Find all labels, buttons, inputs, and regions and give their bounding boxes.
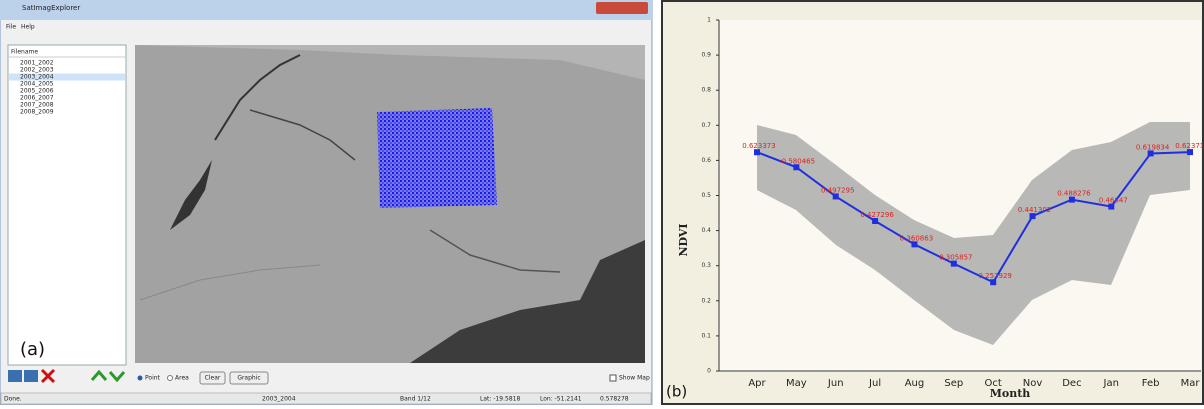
data-label: 0.305857 <box>939 254 972 262</box>
button[interactable] <box>229 371 269 385</box>
data-label: 0.580465 <box>782 157 815 165</box>
x-tick-label: Apr <box>748 378 766 389</box>
data-point <box>911 241 918 248</box>
x-tick-label: Aug <box>905 378 925 389</box>
data-label: 0.488276 <box>1057 190 1091 198</box>
data-label: 0.427296 <box>860 211 894 219</box>
y-tick-label: 0.7 <box>701 122 711 129</box>
file-item[interactable]: 2006_2007 <box>20 95 54 102</box>
data-point <box>754 149 760 156</box>
selected-area <box>377 108 497 208</box>
file-item[interactable]: 2002_2003 <box>20 67 54 74</box>
checkbox[interactable] <box>609 374 617 382</box>
y-tick-label: 0.2 <box>701 297 711 304</box>
radio[interactable] <box>137 375 143 381</box>
x-tick-label: Jul <box>868 378 881 389</box>
y-axis-label: NDVI <box>677 223 690 256</box>
data-point <box>990 279 997 286</box>
data-label: 0.619834 <box>1136 143 1170 151</box>
status-bar <box>0 392 652 405</box>
button[interactable] <box>40 368 56 384</box>
data-point <box>1068 196 1075 203</box>
x-tick-label: Feb <box>1142 378 1160 389</box>
data-point <box>1029 213 1036 220</box>
data-label: 0.623719 <box>1175 142 1204 150</box>
button[interactable] <box>199 371 226 385</box>
y-tick-label: 0.3 <box>701 262 711 269</box>
menu-item[interactable]: File <box>6 24 16 31</box>
status-text: Lat: -19.5818 <box>480 396 520 403</box>
y-tick-label: 0.8 <box>701 87 711 94</box>
x-tick-label: May <box>786 378 807 389</box>
y-tick-label: 0.9 <box>701 52 711 59</box>
title-bar <box>0 0 652 20</box>
x-tick-label: Mar <box>1181 378 1201 389</box>
status-text: 2003_2004 <box>262 396 296 403</box>
x-tick-label: Jun <box>827 378 844 389</box>
file-item[interactable]: 2008_2009 <box>20 109 54 116</box>
button-label[interactable]: Clear <box>205 375 221 382</box>
data-label: 0.360863 <box>900 234 933 242</box>
data-point <box>832 193 839 200</box>
status-text: Band 1/12 <box>400 396 431 403</box>
app-window: SatImagExplorer File Help Filename 2001_… <box>0 0 653 406</box>
file-item[interactable]: 2005_2006 <box>20 88 54 95</box>
y-tick-label: 0.6 <box>701 157 711 164</box>
radio-label[interactable]: Point <box>145 375 161 382</box>
data-line <box>756 151 1191 284</box>
status-text: 0.578278 <box>600 396 629 403</box>
button[interactable] <box>90 369 108 381</box>
file-item[interactable]: 2007_2008 <box>20 102 54 109</box>
data-point <box>950 260 957 267</box>
data-point <box>793 164 800 171</box>
data-label: 0.46847 <box>1099 197 1128 205</box>
button[interactable] <box>8 370 22 382</box>
data-point <box>872 218 879 225</box>
window-title: SatImagExplorer <box>22 4 80 12</box>
button[interactable] <box>108 371 126 383</box>
radio-label[interactable]: Area <box>175 375 189 382</box>
file-list <box>7 44 127 366</box>
button-label[interactable]: Graphic <box>237 375 260 382</box>
selected-row <box>9 73 125 81</box>
file-item[interactable]: 2003_2004 <box>20 74 54 81</box>
data-label: 0.252929 <box>978 272 1011 280</box>
y-tick-label: 1 <box>707 17 711 24</box>
status-text: Lon: -51.2141 <box>540 396 582 403</box>
data-label: 0.623373 <box>742 142 775 150</box>
radio[interactable] <box>167 375 173 381</box>
checkbox-label[interactable]: Show Map <box>619 375 650 382</box>
status-text: Done. <box>4 396 22 403</box>
x-tick-label: Nov <box>1023 378 1043 389</box>
window-buttons[interactable] <box>596 2 648 14</box>
file-item[interactable]: 2001_2002 <box>20 60 54 67</box>
panel-label: (b) <box>666 383 687 401</box>
y-tick-label: 0.1 <box>701 332 711 339</box>
chart: 0 0.1 0.2 0.3 0.4 0.5 0.6 0.7 0.8 0.9 1 NDVI Month (b… <box>661 0 1204 405</box>
x-axis-label: Month <box>990 387 1031 400</box>
data-label: 0.441302 <box>1018 206 1051 214</box>
data-point <box>1147 150 1154 157</box>
y-tick-label: 0.5 <box>701 192 711 199</box>
menu-item[interactable]: Help <box>21 24 35 31</box>
button[interactable] <box>24 370 38 382</box>
x-tick-label: Jan <box>1103 378 1119 389</box>
x-tick-label: Sep <box>944 378 963 389</box>
data-point <box>1187 149 1193 156</box>
y-tick-label: 0.4 <box>701 227 711 234</box>
x-tick-label: Oct <box>985 378 1002 389</box>
data-point <box>1108 203 1115 210</box>
x-tick-label: Dec <box>1062 378 1081 389</box>
file-list-header: Filename <box>11 49 38 56</box>
file-item[interactable]: 2004_2005 <box>20 81 54 88</box>
y-tick-label: 0 <box>707 368 711 375</box>
map <box>135 45 645 363</box>
data-label: 0.497295 <box>821 186 854 194</box>
ndvi-envelope <box>757 122 1190 345</box>
panel-label: (a) <box>20 339 45 360</box>
